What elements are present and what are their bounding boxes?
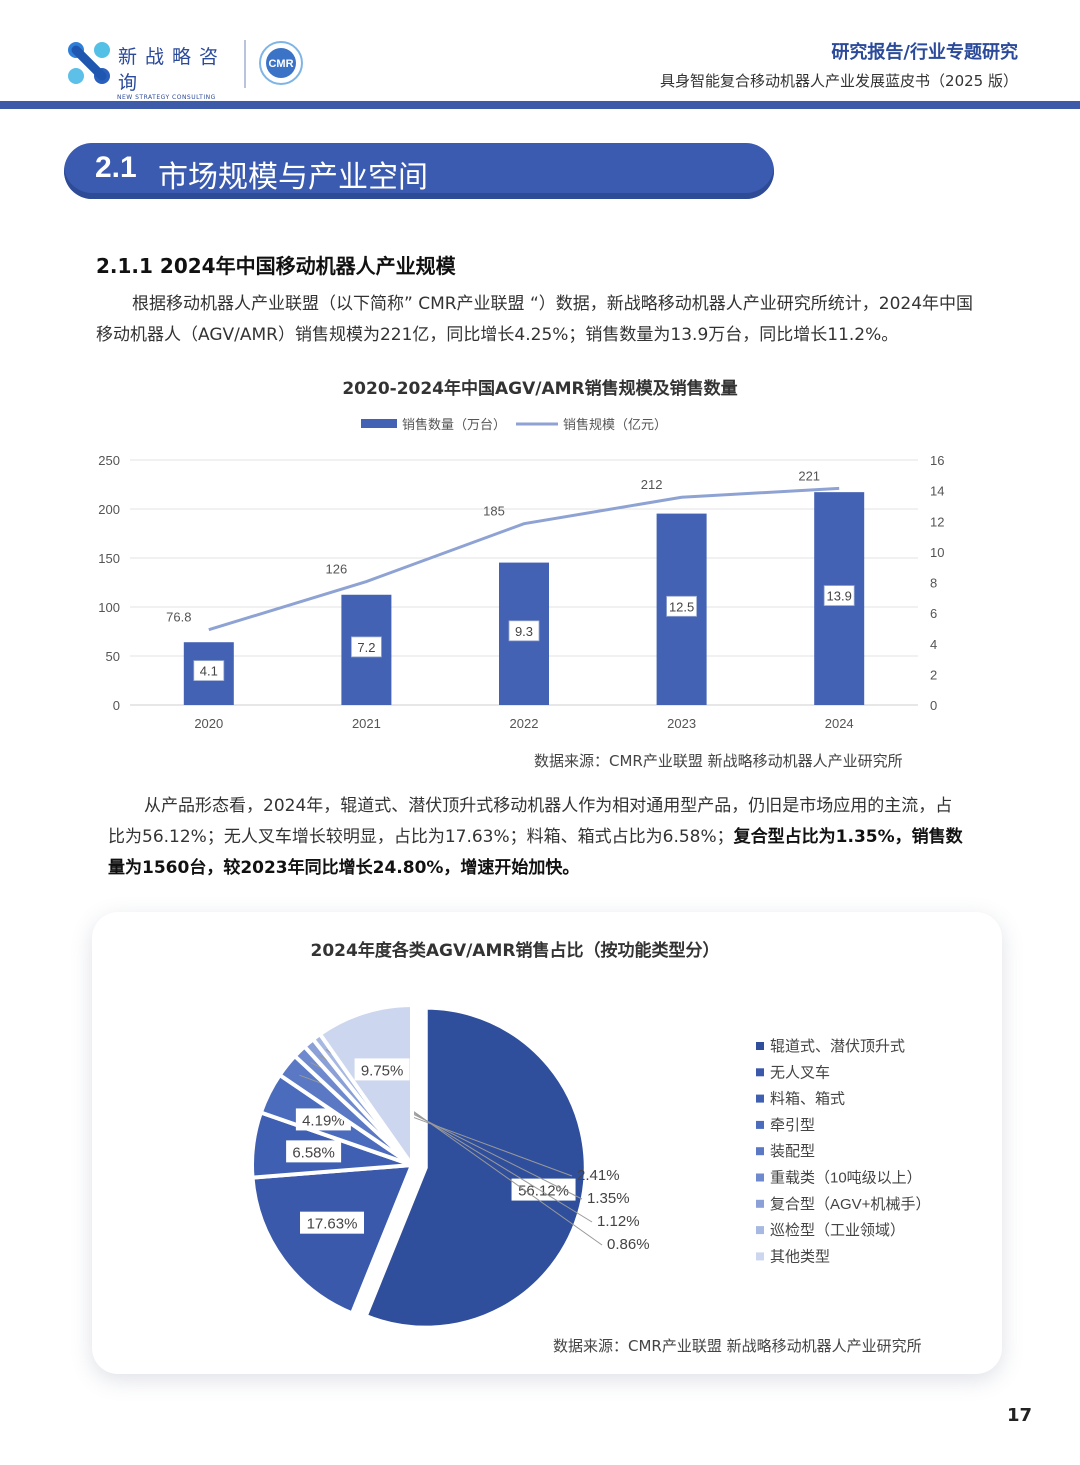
- pie-legend-label: 重载类（10吨级以上）: [770, 1170, 922, 1187]
- y-right-tick-label: 4: [930, 637, 937, 652]
- pie-legend-swatch: [756, 1094, 764, 1103]
- report-category: 研究报告/行业专题研究: [831, 42, 1018, 63]
- bar-data-label-box: [193, 660, 225, 682]
- paragraph-2-bold: 复合型占比为1.35%，销售数量为1560台，较2023年同比增长24.80%，…: [108, 827, 963, 878]
- pie-slice: [363, 1005, 588, 1330]
- pie-legend-swatch: [756, 1120, 764, 1129]
- pie-data-label: 1.12%: [597, 1213, 640, 1230]
- subsection-heading: 2.1.1 2024年中国移动机器人产业规模: [96, 250, 456, 279]
- bar-data-label: 12.5: [669, 599, 694, 614]
- x-tick-label: 2020: [194, 716, 223, 731]
- y-right-tick-label: 8: [930, 576, 937, 591]
- header-rule: [0, 101, 1080, 109]
- pie-data-label: 2.41%: [577, 1167, 620, 1184]
- page-number: 17: [1006, 1405, 1032, 1426]
- paragraph-2: 从产品形态看，2024年，辊道式、潜伏顶升式移动机器人作为相对通用型产品，仍旧是…: [108, 791, 968, 884]
- cmr-badge-icon: CMR: [259, 41, 303, 85]
- bar-data-label-box: [350, 636, 382, 658]
- pie-legend-swatch: [756, 1226, 764, 1235]
- logo-icon: [68, 42, 110, 84]
- line-data-label: 76.8: [166, 610, 191, 625]
- logo-divider: [244, 40, 246, 88]
- bar-data-label: 13.9: [827, 589, 852, 604]
- subsection-number: 2.1.1: [96, 254, 153, 278]
- bar-data-label: 9.3: [515, 624, 533, 639]
- x-tick-label: 2021: [352, 716, 381, 731]
- y-left-tick-label: 0: [113, 698, 120, 713]
- pie-label-box: [286, 1140, 342, 1163]
- y-right-tick-label: 0: [930, 698, 937, 713]
- line-series: [208, 486, 840, 632]
- pie-slice: [250, 1162, 416, 1316]
- report-title: 具身智能复合移动机器人产业发展蓝皮书（2025 版）: [660, 72, 1018, 90]
- pie-label-box: [354, 1058, 410, 1081]
- legend-line-label: 销售规模（亿元）: [563, 417, 667, 432]
- pie-legend-label: 其他类型: [770, 1248, 830, 1265]
- y-left-tick-label: 250: [98, 453, 120, 468]
- pie-label-box: [300, 1211, 365, 1234]
- y-left-tick-label: 50: [106, 649, 120, 664]
- pie-legend-swatch: [756, 1042, 764, 1050]
- pie-legend-label: 辊道式、潜伏顶升式: [770, 1038, 905, 1055]
- cmr-badge-text: CMR: [268, 58, 293, 70]
- bar-data-label-box: [666, 595, 697, 617]
- x-tick-label: 2022: [510, 716, 539, 731]
- line-data-label: 221: [798, 468, 820, 483]
- bar-chart-source: 数据来源：CMR产业联盟 新战略移动机器人产业研究所: [534, 752, 903, 770]
- legend-bar-swatch: [361, 419, 397, 428]
- bar-chart-title: 2020-2024年中国AGV/AMR销售规模及销售数量: [342, 379, 738, 399]
- x-tick-label: 2024: [825, 716, 854, 731]
- y-right-tick-label: 12: [930, 514, 944, 529]
- y-right-tick-label: 10: [930, 545, 944, 560]
- y-right-tick-label: 6: [930, 606, 937, 621]
- pie-slice: [317, 1002, 414, 1172]
- paragraph-2-normal: 从产品形态看，2024年，辊道式、潜伏顶升式移动机器人作为相对通用型产品，仍旧是…: [108, 796, 953, 847]
- pie-legend-swatch: [756, 1173, 764, 1182]
- section-number: 2.1: [95, 151, 137, 184]
- pie-legend-label: 巡检型（工业领域）: [770, 1222, 905, 1239]
- subsection-title: 2024年中国移动机器人产业规模: [159, 254, 456, 278]
- line-data-label: 212: [641, 477, 663, 492]
- paragraph-1: 根据移动机器人产业联盟（以下简称” CMR产业联盟 “）数据，新战略移动机器人产…: [96, 294, 974, 345]
- pie-legend-swatch: [756, 1147, 764, 1156]
- line-data-label: 185: [483, 504, 505, 519]
- y-left-tick-label: 100: [98, 600, 120, 615]
- pie-data-label: 9.75%: [361, 1062, 404, 1079]
- pie-legend-swatch: [756, 1252, 764, 1261]
- pie-legend-swatch: [756, 1068, 764, 1077]
- pie-label-box: [511, 1178, 576, 1201]
- logo-english-name: NEW STRATEGY CONSULTING: [117, 94, 216, 101]
- pie-data-label: 4.19%: [302, 1112, 345, 1129]
- pie-data-label: 56.12%: [518, 1183, 569, 1200]
- pie-data-label: 1.35%: [587, 1190, 630, 1207]
- section-title: 市场规模与产业空间: [158, 160, 428, 195]
- pie-chart-source: 数据来源：CMR产业联盟 新战略移动机器人产业研究所: [553, 1337, 922, 1355]
- pie-chart: 56.12% 17.63% 6.58% 4.19% 2.41% 1.35% 1.12% 0.8…: [250, 1002, 930, 1330]
- bar-data-label-box: [508, 620, 540, 642]
- y-right-tick-label: 14: [930, 484, 944, 499]
- x-tick-label: 2023: [667, 716, 696, 731]
- pie-chart-title: 2024年度各类AGV/AMR销售占比（按功能类型分）: [310, 941, 720, 961]
- bar-data-label-box: [823, 585, 855, 606]
- pie-legend-label: 料箱、箱式: [770, 1091, 845, 1108]
- section-banner: [64, 143, 774, 199]
- pie-legend-label: 装配型: [770, 1143, 815, 1160]
- pie-data-label: 6.58%: [292, 1144, 335, 1161]
- line-data-label: 126: [326, 562, 348, 577]
- pie-data-label: 17.63%: [307, 1216, 358, 1233]
- pie-data-label: 0.86%: [607, 1236, 650, 1253]
- y-right-tick-label: 2: [930, 667, 937, 682]
- pie-legend-swatch: [756, 1199, 764, 1208]
- y-left-tick-label: 150: [98, 551, 120, 566]
- bar-line-chart: 销售数量（万台） 销售规模（亿元） 0 50 100 150 200 250 0 2 4 6 8 10 12…: [98, 417, 944, 731]
- bar-data-label: 7.2: [357, 640, 375, 655]
- pie-legend-label: 无人叉车: [770, 1064, 830, 1081]
- bar-data-label: 4.1: [200, 664, 218, 679]
- pie-legend-label: 牵引型: [770, 1117, 815, 1134]
- y-right-tick-label: 16: [930, 453, 944, 468]
- logo-name: 新战略咨询: [118, 46, 227, 94]
- y-left-tick-label: 200: [98, 502, 120, 517]
- legend-bar-label: 销售数量（万台）: [402, 417, 506, 432]
- pie-legend-label: 复合型（AGV+机械手）: [770, 1195, 930, 1213]
